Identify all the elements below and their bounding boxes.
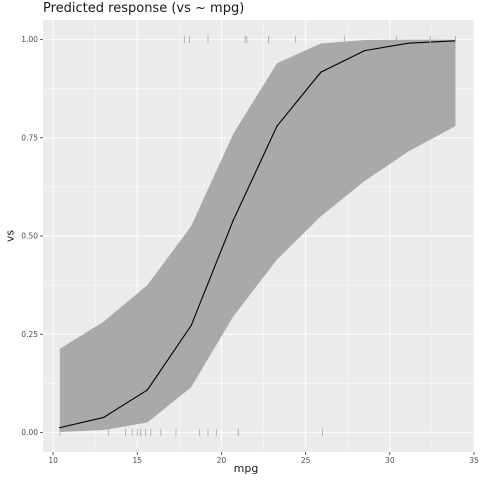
x-tick-label: 20 [217, 456, 227, 465]
x-tick-label: 25 [301, 456, 311, 465]
fitted-point [276, 125, 278, 127]
chart-title: Predicted response (vs ~ mpg) [43, 1, 245, 16]
x-tick-label: 15 [133, 456, 143, 465]
x-tick-label: 30 [385, 456, 395, 465]
y-tick-label: 1.00 [21, 35, 38, 44]
y-axis-label: vs [3, 229, 17, 243]
fitted-line [59, 40, 456, 429]
confidence-band-layer [59, 39, 456, 432]
fitted-point [407, 42, 409, 44]
y-axis: 0.00 0.25 0.50 0.75 1.00 [21, 35, 43, 437]
fitted-line-layer [59, 40, 457, 429]
x-axis: 10 15 20 25 30 35 [48, 452, 479, 465]
fitted-point [232, 219, 234, 221]
y-tick-label: 0.75 [21, 133, 38, 142]
y-tick-label: 0.00 [21, 428, 38, 437]
fitted-point [320, 71, 322, 73]
confidence-band [59, 39, 456, 432]
fitted-point [146, 389, 148, 391]
fitted-point [103, 416, 105, 419]
y-tick-label: 0.50 [21, 232, 38, 241]
rug-layer [59, 36, 456, 436]
x-tick-label: 10 [48, 456, 58, 465]
fitted-point [190, 324, 192, 327]
fitted-point [59, 427, 61, 429]
y-tick-label: 0.25 [21, 330, 38, 339]
x-tick-label: 35 [469, 456, 479, 465]
x-axis-label: mpg [233, 462, 259, 475]
fitted-point [363, 50, 366, 52]
